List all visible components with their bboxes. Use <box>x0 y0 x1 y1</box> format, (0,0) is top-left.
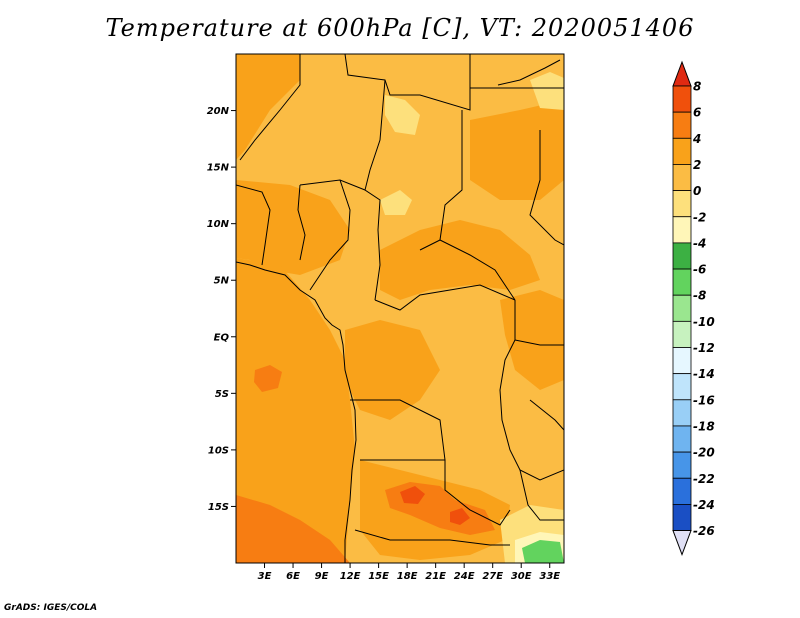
colorbar-segment <box>672 347 692 375</box>
y-tick-label: 15N <box>207 163 230 174</box>
colorbar-label: -12 <box>693 341 715 355</box>
colorbar-label: 0 <box>693 184 701 198</box>
colorbar-label: -20 <box>693 446 715 460</box>
x-tick-label: 18E <box>397 571 418 582</box>
colorbar-segment <box>672 294 692 322</box>
y-tick-label: 15S <box>208 502 229 513</box>
credit-text: GrADS: IGES/COLA <box>4 603 98 613</box>
colorbar-segment <box>672 503 692 531</box>
colorbar-segment <box>672 85 692 113</box>
colorbar-label: -14 <box>693 367 715 381</box>
colorbar-segment <box>672 164 692 191</box>
x-tick-label: 30E <box>511 571 532 582</box>
colorbar-label: -16 <box>693 393 715 407</box>
colorbar-segment <box>672 373 692 401</box>
x-tick-label: 33E <box>539 571 560 582</box>
field-minus6-to-minus4-south <box>522 540 564 563</box>
colorbar-segment <box>672 268 692 296</box>
field-6-to-8-patch-b <box>450 508 470 525</box>
field-2-to-4-congo <box>345 320 440 420</box>
x-tick-label: 9E <box>315 571 329 582</box>
colorbar-label: -4 <box>693 236 706 250</box>
field-6-to-8-patch-a <box>400 486 425 504</box>
colorbar-segment <box>672 137 692 165</box>
temperature-field <box>236 54 564 563</box>
colorbar-segment <box>672 477 692 505</box>
colorbar-segment <box>672 320 692 348</box>
colorbar-label: -2 <box>693 210 706 224</box>
x-tick-label: 12E <box>340 571 361 582</box>
colorbar-segment <box>672 451 692 479</box>
field-minus2-to-0-ethiopia <box>530 72 564 110</box>
colorbar: 8 6 4 2 0 -2 -4 -6 -8 -10 -12 -14 -16 -18 -20 -22 -24 -26 <box>672 60 715 556</box>
x-tick-label: 27E <box>482 571 503 582</box>
y-tick-label: 10S <box>208 445 229 456</box>
x-tick-label: 6E <box>286 571 300 582</box>
field-2-to-4-atlantic <box>236 258 355 563</box>
x-tick-label: 24E <box>454 571 475 582</box>
colorbar-label: -10 <box>693 315 715 329</box>
y-axis: 20N 15N 10N 5N EQ 5S 10S 15S <box>207 106 236 513</box>
colorbar-label: -6 <box>693 263 706 277</box>
x-tick-label: 3E <box>258 571 272 582</box>
field-2-to-4-east <box>500 290 564 390</box>
chart-title: Temperature at 600hPa [C], VT: 202005140… <box>105 14 695 42</box>
colorbar-label: 2 <box>693 158 701 172</box>
field-2-to-4-chad <box>380 220 540 300</box>
colorbar-label: -8 <box>693 289 706 303</box>
colorbar-top-arrow <box>672 60 692 87</box>
colorbar-label: -18 <box>693 419 715 433</box>
y-tick-label: 5N <box>214 276 230 287</box>
y-tick-label: 5S <box>215 389 229 400</box>
country-borders <box>236 54 564 563</box>
colorbar-segment <box>672 216 692 244</box>
field-4-to-6-southwest <box>236 495 350 563</box>
colorbar-label: -22 <box>693 472 715 486</box>
x-tick-label: 15E <box>368 571 389 582</box>
colorbar-bottom-arrow <box>672 530 692 556</box>
colorbar-segment <box>672 242 692 270</box>
x-axis: 3E 6E 9E 12E 15E 18E 21E 24E 27E 30E 33E <box>258 563 560 582</box>
x-tick-label: 21E <box>425 571 446 582</box>
y-tick-label: 10N <box>207 219 230 230</box>
field-4-to-6-gabon <box>254 365 282 392</box>
y-tick-label: 20N <box>207 106 230 117</box>
y-tick-label: EQ <box>214 332 230 343</box>
colorbar-label: 8 <box>693 80 701 94</box>
colorbar-label: -24 <box>693 498 715 512</box>
map-frame <box>235 53 565 564</box>
colorbar-segment <box>672 425 692 453</box>
colorbar-segment <box>672 399 692 427</box>
field-minus2-to-0-sahel <box>380 190 412 215</box>
colorbar-segment <box>672 190 692 218</box>
colorbar-label: 4 <box>692 132 701 146</box>
colorbar-label: -26 <box>693 524 715 538</box>
field-2-to-4-west <box>236 54 300 160</box>
colorbar-label: 6 <box>693 106 701 120</box>
colorbar-segment <box>672 111 692 139</box>
field-minus2-to-0-libya <box>385 95 420 135</box>
